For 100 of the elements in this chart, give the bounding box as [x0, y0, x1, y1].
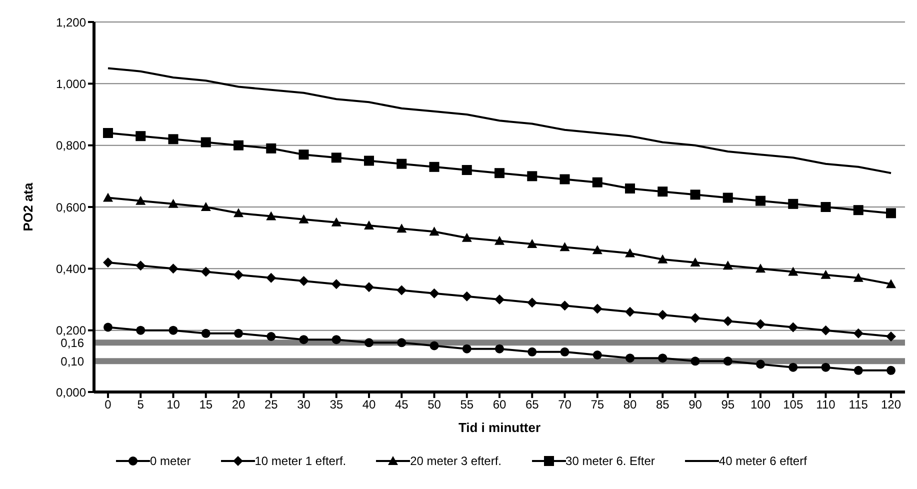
- point: [723, 356, 732, 366]
- point: [201, 328, 210, 338]
- point: [429, 162, 440, 172]
- point: [756, 264, 766, 273]
- y-tick-label: 1,200: [56, 15, 86, 30]
- point: [625, 184, 635, 194]
- point: [820, 270, 831, 279]
- x-tick-label: 90: [688, 398, 702, 412]
- point: [690, 356, 700, 366]
- point: [364, 338, 374, 348]
- point: [104, 322, 112, 332]
- point: [331, 279, 342, 290]
- legend-label: 0 meter: [150, 454, 191, 468]
- point: [429, 226, 440, 236]
- point: [592, 245, 602, 254]
- point: [136, 260, 146, 271]
- point: [658, 254, 668, 264]
- point: [853, 205, 864, 216]
- x-tick-label: 70: [558, 398, 572, 412]
- y-tick-label: 0,200: [56, 324, 86, 338]
- point: [299, 335, 308, 344]
- legend-label: 40 meter 6 efterf: [718, 454, 807, 468]
- point: [429, 288, 440, 298]
- point: [168, 264, 178, 274]
- legend-label: 20 meter 3 efterf.: [410, 454, 502, 468]
- x-tick-label: 105: [783, 398, 804, 412]
- point: [853, 328, 864, 338]
- point: [364, 282, 374, 292]
- point: [168, 326, 178, 335]
- x-tick-label: 50: [428, 398, 442, 412]
- point: [886, 208, 896, 218]
- point: [234, 328, 243, 338]
- point: [168, 134, 178, 144]
- point: [200, 137, 211, 148]
- point: [234, 140, 244, 150]
- point: [168, 198, 178, 208]
- x-tick-label: 65: [525, 398, 540, 412]
- point: [592, 350, 602, 360]
- line-series: [107, 67, 892, 174]
- y-tick-label: 1,000: [56, 76, 86, 91]
- point: [756, 319, 766, 330]
- point: [658, 186, 668, 197]
- point: [298, 214, 309, 224]
- x-tick-label: 5: [137, 398, 144, 412]
- point: [266, 211, 276, 220]
- point: [788, 362, 798, 372]
- y-tick-label: 0,000: [56, 385, 86, 400]
- point: [234, 270, 244, 280]
- point: [495, 344, 504, 354]
- x-tick-label: 45: [394, 398, 409, 412]
- point: [722, 316, 733, 326]
- point: [364, 220, 374, 230]
- point: [820, 325, 831, 336]
- point: [854, 366, 863, 375]
- point: [722, 260, 733, 270]
- point: [332, 335, 341, 344]
- point: [756, 360, 765, 369]
- point: [560, 300, 570, 311]
- point: [592, 177, 602, 188]
- point: [103, 128, 113, 138]
- point: [298, 276, 309, 286]
- y-tick-label: 0,800: [56, 138, 86, 153]
- legend-label: 10 meter 1 efterf.: [254, 454, 346, 468]
- point: [690, 258, 700, 266]
- point: [494, 168, 504, 178]
- point: [527, 171, 538, 182]
- x-tick-label: 0: [104, 398, 112, 412]
- x-axis-title: Tid i minutter: [458, 420, 541, 435]
- point: [690, 190, 700, 200]
- point: [462, 344, 472, 354]
- point: [494, 294, 504, 304]
- point: [136, 196, 146, 205]
- point: [853, 272, 864, 282]
- point: [364, 156, 374, 166]
- point: [886, 366, 896, 375]
- point: [626, 354, 634, 363]
- point: [331, 152, 342, 163]
- point: [658, 354, 668, 363]
- legend-label: 30 meter 6. Efter: [566, 454, 655, 468]
- x-tick-label: 55: [460, 398, 474, 412]
- ref-line-label: 0,16: [60, 336, 84, 350]
- x-tick-label: 10: [166, 398, 180, 412]
- point: [722, 192, 733, 203]
- point: [266, 143, 276, 154]
- point: [396, 285, 407, 296]
- point: [820, 202, 831, 212]
- y-axis-title: PO2 ata: [20, 182, 36, 232]
- point: [200, 202, 211, 211]
- x-tick-label: 30: [297, 398, 311, 412]
- point: [136, 326, 146, 335]
- point: [462, 291, 472, 302]
- x-tick-label: 40: [362, 398, 376, 412]
- point: [625, 248, 635, 258]
- x-tick-label: 100: [750, 398, 771, 412]
- point: [397, 338, 406, 348]
- point: [756, 196, 766, 206]
- x-tick-label: 110: [816, 398, 836, 412]
- point: [266, 332, 276, 341]
- point: [788, 266, 798, 276]
- point: [560, 347, 570, 356]
